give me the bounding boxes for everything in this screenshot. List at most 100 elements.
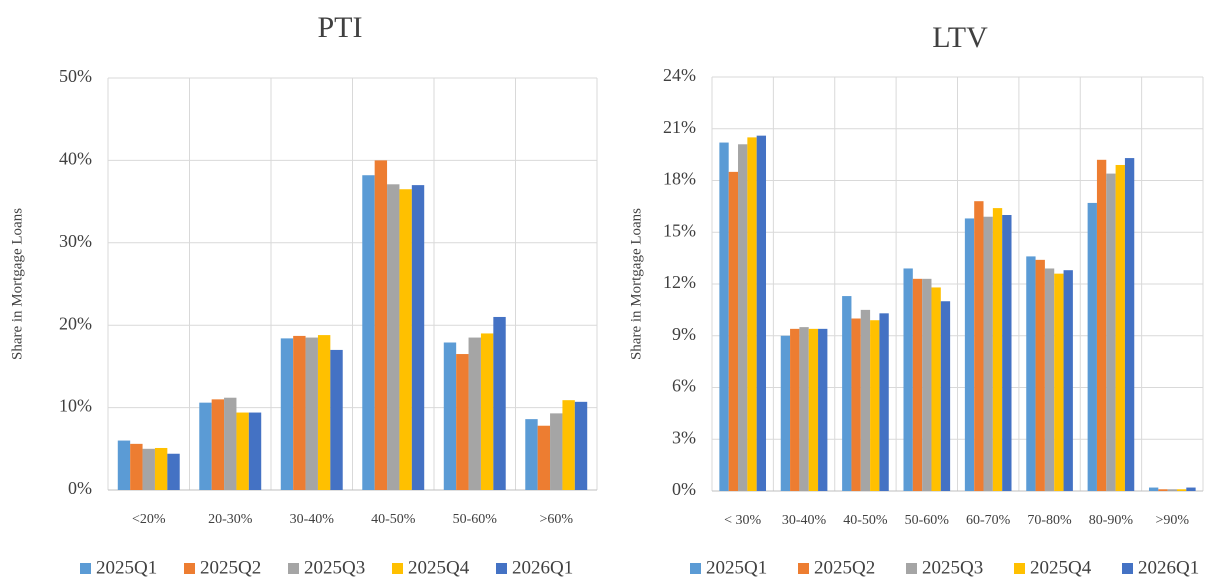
x-tick-label: >60%: [539, 512, 573, 527]
bar: [493, 316, 506, 490]
bar: [1002, 215, 1012, 491]
y-axis-label: Share in Mortgage Loans: [628, 208, 644, 360]
bar: [1115, 164, 1125, 491]
y-tick-label: 10%: [59, 396, 92, 416]
bar: [562, 400, 575, 490]
y-tick-label: 18%: [663, 169, 696, 189]
bar: [117, 440, 131, 490]
bar: [870, 320, 880, 491]
bar: [330, 349, 343, 490]
bar: [280, 338, 294, 490]
bar: [362, 175, 375, 490]
x-tick-label: 50-60%: [905, 513, 950, 528]
x-tick-label: 40-50%: [843, 513, 888, 528]
y-tick-label: 0%: [68, 478, 92, 498]
bar: [480, 333, 494, 490]
bar: [1054, 273, 1064, 491]
bar: [860, 309, 871, 491]
chart-title: PTI: [318, 11, 363, 44]
bar: [912, 278, 923, 491]
bar: [780, 335, 791, 491]
y-tick-label: 30%: [59, 231, 92, 251]
y-tick-label: 21%: [663, 117, 696, 137]
legend-label: 2025Q4: [408, 557, 470, 578]
legend-label: 2025Q3: [922, 557, 983, 578]
bar: [1176, 489, 1187, 491]
chart-title: LTV: [932, 21, 988, 54]
bar: [992, 208, 1003, 491]
bar: [525, 419, 538, 490]
bar: [550, 413, 563, 490]
y-tick-label: 50%: [59, 66, 92, 86]
bar: [456, 354, 469, 490]
y-tick-label: 40%: [59, 149, 92, 169]
bar: [1063, 270, 1073, 491]
bar: [974, 201, 984, 491]
x-tick-label: 80-90%: [1089, 513, 1134, 528]
bar: [1096, 159, 1107, 492]
bar: [756, 135, 767, 491]
legend-label: 2025Q2: [200, 557, 261, 578]
bar: [293, 335, 306, 490]
bar: [1186, 487, 1196, 491]
bar: [1158, 489, 1168, 491]
bar: [719, 142, 729, 492]
legend-label: 2026Q1: [512, 557, 573, 578]
bar: [248, 412, 262, 490]
x-tick-label: 20-30%: [208, 512, 253, 527]
bar: [1035, 259, 1045, 491]
legend-swatch: [1122, 563, 1133, 574]
bar: [1124, 158, 1135, 491]
bar: [211, 399, 225, 490]
bar: [167, 453, 180, 490]
bar: [154, 447, 168, 490]
bar: [842, 296, 852, 491]
bar: [1148, 487, 1159, 491]
x-tick-label: 40-50%: [371, 512, 416, 527]
bar: [374, 160, 388, 490]
y-tick-label: 0%: [672, 479, 696, 499]
legend-label: 2025Q4: [1030, 557, 1092, 578]
bar: [1167, 489, 1177, 491]
bar: [224, 397, 237, 490]
bar: [411, 185, 425, 490]
x-tick-label: 30-40%: [290, 512, 335, 527]
y-tick-label: 3%: [672, 427, 696, 447]
legend-swatch: [184, 563, 195, 574]
bar: [808, 328, 819, 491]
bar: [130, 443, 143, 490]
bar: [305, 337, 318, 490]
bar: [317, 335, 331, 490]
x-tick-label: <20%: [132, 512, 166, 527]
legend-swatch: [288, 563, 299, 574]
x-tick-label: < 30%: [724, 513, 761, 528]
legend-swatch: [496, 563, 507, 574]
bar: [199, 402, 212, 490]
bar: [983, 216, 993, 491]
legend-label: 2025Q1: [96, 557, 157, 578]
bar: [443, 342, 457, 490]
bar: [747, 137, 757, 491]
bar: [574, 401, 588, 490]
bar: [468, 337, 481, 490]
legend-label: 2026Q1: [1138, 557, 1199, 578]
x-tick-label: 70-80%: [1027, 513, 1072, 528]
bar: [728, 171, 739, 491]
y-tick-label: 24%: [663, 65, 696, 85]
bar: [537, 425, 551, 490]
x-tick-label: 50-60%: [453, 512, 498, 527]
bar: [1026, 256, 1036, 491]
y-tick-label: 12%: [663, 272, 696, 292]
x-tick-label: >90%: [1156, 513, 1190, 528]
legend-label: 2025Q1: [706, 557, 767, 578]
legend-swatch: [80, 563, 91, 574]
bar: [964, 218, 975, 491]
bar: [1087, 202, 1097, 492]
y-axis-label: Share in Mortgage Loans: [9, 208, 25, 360]
bar: [851, 318, 861, 491]
legend-swatch: [392, 563, 403, 574]
legend-swatch: [798, 563, 809, 574]
bar: [922, 278, 932, 491]
bar: [903, 268, 913, 491]
